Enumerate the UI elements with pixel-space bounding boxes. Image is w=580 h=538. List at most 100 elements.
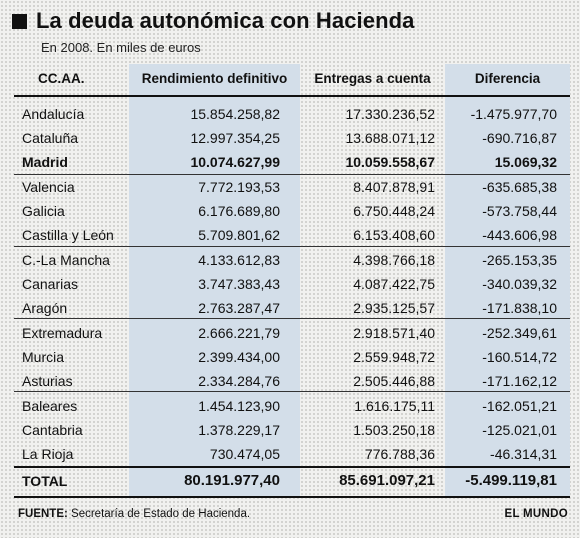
diferencia-cell: -46.314,31: [490, 446, 557, 463]
diferencia-cell: -635.685,38: [482, 179, 557, 195]
total-label: TOTAL: [22, 473, 68, 489]
rendimiento-column-shade: [129, 64, 300, 496]
table-row: Andalucía 15.854.258,82 17.330.236,52 -1.47…: [0, 102, 580, 126]
region-cell: Cataluña: [22, 130, 79, 147]
region-cell: Aragón: [22, 300, 68, 317]
total-rendimiento: 80.191.977,40: [184, 472, 280, 489]
diferencia-cell: -171.838,10: [482, 300, 557, 317]
table-row: Castilla y León 5.709.801,62 6.153.408,60 -…: [0, 223, 580, 247]
source-text: Secretaría de Estado de Hacienda.: [67, 508, 251, 520]
table-row: C.-La Mancha 4.133.612,83 4.398.766,18 -265…: [0, 248, 580, 272]
rendimiento-cell: 730.474,05: [209, 446, 280, 463]
region-cell: Murcia: [22, 349, 65, 366]
entregas-cell: 4.398.766,18: [353, 252, 435, 268]
header-rule: [14, 95, 570, 97]
diferencia-column-shade: [445, 64, 570, 496]
page-title: La deuda autonómica con Hacienda: [36, 8, 415, 33]
column-header-entregas: Entregas a cuenta: [314, 71, 431, 86]
region-cell: Castilla y León: [22, 227, 114, 244]
region-cell: Extremadura: [22, 325, 103, 341]
diferencia-cell: -162.051,21: [482, 398, 557, 414]
bottom-rule: [14, 496, 570, 498]
total-entregas: 85.691.097,21: [339, 472, 435, 489]
entregas-cell: 2.918.571,40: [353, 325, 435, 341]
table-row: Cantabria 1.378.229,17 1.503.250,18 -125.02…: [0, 418, 580, 442]
entregas-cell: 17.330.236,52: [345, 106, 435, 122]
entregas-cell: 6.750.448,24: [353, 203, 435, 220]
rendimiento-cell: 2.334.284,76: [198, 373, 280, 390]
region-cell: C.-La Mancha: [22, 252, 110, 268]
entregas-cell: 13.688.071,12: [345, 130, 435, 147]
group-divider: [14, 246, 570, 247]
diferencia-cell: -690.716,87: [482, 130, 557, 147]
subtitle: En 2008. En miles de euros: [41, 40, 201, 55]
entregas-cell: 8.407.878,91: [353, 179, 435, 195]
region-cell: Valencia: [22, 179, 75, 195]
diferencia-cell: -252.349,61: [482, 325, 557, 341]
region-cell: Galicia: [22, 203, 65, 220]
total-row: TOTAL 80.191.977,40 85.691.097,21 -5.499.11…: [0, 469, 580, 493]
region-cell: La Rioja: [22, 446, 74, 463]
diferencia-cell: -171.162,12: [482, 373, 557, 390]
region-cell: Cantabria: [22, 422, 83, 439]
table-row: Extremadura 2.666.221,79 2.918.571,40 -252.…: [0, 321, 580, 345]
total-rule: [14, 466, 570, 468]
total-diferencia: -5.499.119,81: [465, 472, 557, 489]
diferencia-cell: -573.758,44: [482, 203, 557, 220]
entregas-cell: 1.503.250,18: [353, 422, 435, 439]
column-header-rendimiento: Rendimiento definitivo: [141, 71, 288, 86]
column-header-diferencia: Diferencia: [474, 71, 541, 86]
group-divider: [14, 391, 570, 392]
table-row: Madrid 10.074.627,99 10.059.558,67 15.069,3…: [0, 150, 580, 174]
region-cell: Baleares: [22, 398, 78, 414]
diferencia-cell: -125.021,01: [482, 422, 557, 439]
group-divider: [14, 174, 570, 175]
entregas-cell: 2.505.446,88: [353, 373, 435, 390]
source-label: FUENTE:: [18, 508, 68, 520]
rendimiento-cell: 2.399.434,00: [198, 349, 280, 366]
region-cell: Madrid: [22, 154, 68, 171]
diferencia-cell: -160.514,72: [482, 349, 557, 366]
rendimiento-cell: 2.763.287,47: [198, 300, 280, 317]
rendimiento-cell: 1.378.229,17: [198, 422, 280, 439]
diferencia-cell: 15.069,32: [494, 154, 557, 171]
source-note: FUENTE: Secretaría de Estado de Hacienda…: [18, 508, 250, 520]
group-divider: [14, 318, 570, 319]
entregas-cell: 4.087.422,75: [353, 276, 435, 293]
title-row: La deuda autonómica con Hacienda: [12, 6, 415, 36]
rendimiento-cell: 5.709.801,62: [198, 227, 280, 244]
rendimiento-cell: 1.454.123,90: [198, 398, 280, 414]
diferencia-cell: -443.606,98: [482, 227, 557, 244]
table-row: Asturias 2.334.284,76 2.505.446,88 -171.162…: [0, 369, 580, 393]
table-row: Aragón 2.763.287,47 2.935.125,57 -171.838,1…: [0, 296, 580, 320]
table-row: Murcia 2.399.434,00 2.559.948,72 -160.514,7…: [0, 345, 580, 369]
table-row: Galicia 6.176.689,80 6.750.448,24 -573.758,…: [0, 199, 580, 223]
entregas-cell: 2.935.125,57: [353, 300, 435, 317]
rendimiento-cell: 7.772.193,53: [198, 179, 280, 195]
entregas-cell: 2.559.948,72: [353, 349, 435, 366]
rendimiento-cell: 15.854.258,82: [190, 106, 280, 122]
table-row: Valencia 7.772.193,53 8.407.878,91 -635.685…: [0, 175, 580, 199]
rendimiento-cell: 12.997.354,25: [190, 130, 280, 147]
entregas-cell: 1.616.175,11: [354, 398, 435, 414]
rendimiento-cell: 2.666.221,79: [198, 325, 280, 341]
table-row: Baleares 1.454.123,90 1.616.175,11 -162.051…: [0, 394, 580, 418]
title-square-icon: [12, 13, 27, 29]
region-cell: Asturias: [22, 373, 73, 390]
rendimiento-cell: 6.176.689,80: [198, 203, 280, 220]
table-row: Canarias 3.747.383,43 4.087.422,75 -340.039…: [0, 272, 580, 296]
region-cell: Andalucía: [22, 106, 85, 122]
diferencia-cell: -1.475.977,70: [470, 106, 557, 122]
table-row: Cataluña 12.997.354,25 13.688.071,12 -690.7…: [0, 126, 580, 150]
entregas-cell: 776.788,36: [364, 446, 435, 463]
rendimiento-cell: 10.074.627,99: [190, 154, 280, 171]
entregas-cell: 6.153.408,60: [353, 227, 435, 244]
rendimiento-cell: 4.133.612,83: [198, 252, 280, 268]
diferencia-cell: -340.039,32: [482, 276, 557, 293]
entregas-cell: 10.059.558,67: [345, 154, 435, 171]
brand-logo: EL MUNDO: [504, 508, 568, 520]
column-header-region: CC.AA.: [38, 71, 85, 86]
diferencia-cell: -265.153,35: [482, 252, 557, 268]
rendimiento-cell: 3.747.383,43: [198, 276, 280, 293]
